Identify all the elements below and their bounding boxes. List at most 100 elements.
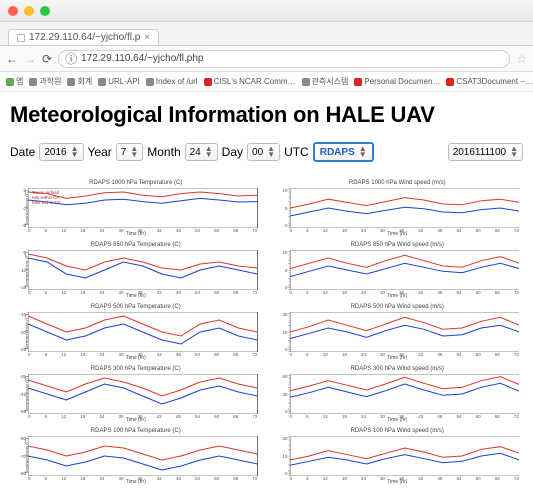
chart: RDAPS 1000 hPa Wind speed (m/s)Wind spee… (274, 180, 522, 236)
star-icon[interactable]: ☆ (516, 52, 527, 66)
chart-plot (290, 436, 520, 476)
chart-title: RDAPS 300 hPa Temperature (C) (12, 366, 260, 372)
charts-grid: RDAPS 1000 hPa Temperature (C)Temperatur… (10, 180, 523, 484)
chart-title: RDAPS 100 hPa Wind speed (m/s) (274, 428, 522, 434)
bookmark-icon (204, 78, 212, 86)
chart-xticks: 061218243036424854606672 (290, 290, 520, 295)
reload-icon[interactable]: ⟳ (42, 52, 52, 66)
bookmark-icon (98, 78, 106, 86)
chart-yticks: 30150 (280, 312, 288, 352)
chart-title: RDAPS 1000 hPa Temperature (C) (12, 180, 260, 186)
day-value: 24 (190, 147, 201, 158)
year-select[interactable]: 2016 ▲▼ (39, 143, 83, 161)
month-value: 7 (121, 147, 127, 158)
bookmark-item[interactable]: Personal Documen… (354, 77, 440, 86)
chart-title: RDAPS 500 hPa Wind speed (m/s) (274, 304, 522, 310)
chart-yticks: -35-45-55 (18, 374, 26, 414)
chart-plot (28, 188, 258, 228)
info-icon[interactable]: ⓘ (65, 50, 77, 67)
chart-xticks: 061218243036424854606672 (28, 290, 258, 295)
window-titlebar (0, 0, 533, 22)
chart-plot (28, 436, 258, 476)
url-input[interactable]: ⓘ 172.29.110.64/~yjcho/fl.php (58, 50, 510, 68)
chart-yticks: 1580 (280, 250, 288, 290)
chart-plot (290, 312, 520, 352)
tab-row: 172.29.110.64/~yjcho/fl.p × (0, 22, 533, 46)
back-icon[interactable]: ← (6, 52, 18, 66)
min-dot[interactable] (24, 6, 34, 16)
bookmark-item[interactable]: URL-API (98, 77, 140, 86)
max-dot[interactable] (40, 6, 50, 16)
chart-xticks: 061218243036424854606672 (290, 414, 520, 419)
chart-yticks: 1050 (280, 188, 288, 228)
month-select[interactable]: 7 ▲▼ (116, 143, 143, 161)
tab-favicon (17, 34, 25, 42)
bookmark-item[interactable]: CISL's NCAR Comm… (204, 77, 296, 86)
hour-select[interactable]: 00 ▲▼ (247, 143, 280, 161)
chart: RDAPS 850 hPa Wind speed (m/s)Wind speed… (274, 242, 522, 298)
bookmark-item[interactable]: 관측시스템 (302, 76, 349, 87)
browser-tab[interactable]: 172.29.110.64/~yjcho/fl.p × (8, 29, 159, 45)
bookmark-icon (302, 78, 310, 86)
page-title: Meteorological Information on HALE UAV (10, 102, 523, 128)
tab-close-icon[interactable]: × (144, 32, 150, 43)
chart: RDAPS 100 hPa Temperature (C)Temperature… (12, 428, 260, 484)
chart-title: RDAPS 850 hPa Wind speed (m/s) (274, 242, 522, 248)
page-body: Meteorological Information on HALE UAV D… (0, 92, 533, 494)
chart: RDAPS 300 hPa Temperature (C)Temperature… (12, 366, 260, 422)
chart: RDAPS 500 hPa Temperature (C)Temperature… (12, 304, 260, 360)
chart-xticks: 061218243036424854606672 (28, 352, 258, 357)
year-label: Year (88, 145, 112, 159)
chart-yticks: -15-20-25 (18, 312, 26, 352)
bookmark-label: Personal Documen… (364, 77, 440, 86)
chart-title: RDAPS 300 hPa Wind speed (m/s) (274, 366, 522, 372)
hour-value: 00 (252, 147, 263, 158)
chart-title: RDAPS 500 hPa Temperature (C) (12, 304, 260, 310)
bookmark-label: URL-API (108, 77, 140, 86)
close-dot[interactable] (8, 6, 18, 16)
run-value: 2016111100 (453, 147, 506, 158)
stepper-icon: ▲▼ (359, 146, 367, 158)
chart-plot (28, 312, 258, 352)
chart-title: RDAPS 850 hPa Temperature (C) (12, 242, 260, 248)
chart-xticks: 061218243036424854606672 (290, 352, 520, 357)
forward-icon[interactable]: → (24, 52, 36, 66)
chart-plot (28, 374, 258, 414)
bookmark-item[interactable]: CSAT3Document –… (446, 77, 532, 86)
bookmark-item[interactable]: Index of /url (146, 77, 198, 86)
chart-plot (290, 250, 520, 290)
model-select[interactable]: RDAPS ▲▼ (313, 142, 374, 162)
bookmark-item[interactable]: 과학원 (29, 76, 61, 87)
chart-xticks: 061218243036424854606672 (28, 414, 258, 419)
bookmark-icon (146, 78, 154, 86)
month-label: Month (147, 145, 180, 159)
date-label: Date (10, 145, 35, 159)
stepper-icon: ▲▼ (71, 146, 79, 158)
chart-yticks: 30150 (280, 436, 288, 476)
model-value: RDAPS (320, 147, 355, 158)
chart-xticks: 061218243036424854606672 (290, 476, 520, 481)
traffic-lights (8, 6, 50, 16)
bookmark-label: 과학원 (39, 76, 61, 87)
chart-yticks: -5-10-15 (18, 250, 26, 290)
bookmark-icon (67, 78, 75, 86)
bookmark-label: 앱 (16, 76, 23, 87)
chart-xticks: 061218243036424854606672 (28, 228, 258, 233)
chart-legend: Taean AirfieldMin within DAMax within DA (32, 190, 61, 205)
bookmark-item[interactable]: 회계 (67, 76, 92, 87)
chart-yticks: 50-5 (18, 188, 26, 228)
tab-title: 172.29.110.64/~yjcho/fl.p (29, 32, 140, 43)
bookmark-icon (446, 78, 454, 86)
chart-plot (28, 250, 258, 290)
chart-yticks: 60300 (280, 374, 288, 414)
chart-xticks: 061218243036424854606672 (290, 228, 520, 233)
bookmark-item[interactable]: 앱 (6, 76, 23, 87)
stepper-icon: ▲▼ (205, 146, 213, 158)
bookmark-icon (6, 78, 14, 86)
query-form: Date 2016 ▲▼ Year 7 ▲▼ Month 24 ▲▼ Day 0… (10, 142, 523, 162)
day-select[interactable]: 24 ▲▼ (185, 143, 218, 161)
chart: RDAPS 300 hPa Wind speed (m/s)Wind speed… (274, 366, 522, 422)
chart-plot (290, 374, 520, 414)
run-select[interactable]: 2016111100 ▲▼ (448, 143, 523, 161)
bookmark-label: CISL's NCAR Comm… (214, 77, 296, 86)
